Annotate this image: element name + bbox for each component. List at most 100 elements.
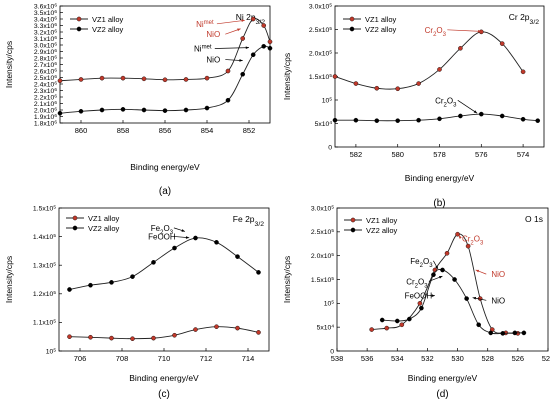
data-point <box>214 324 219 329</box>
annotation-label: NiO <box>206 30 220 39</box>
data-point <box>499 41 505 46</box>
legend-label: VZ1 alloy <box>365 15 397 24</box>
data-point <box>204 105 210 111</box>
y-tick-label: 2.5x106 <box>34 73 57 82</box>
x-axis-label: Binding energy/eV <box>130 162 200 172</box>
annotation-label: NiO <box>491 270 505 279</box>
legend-marker <box>72 215 78 221</box>
y-tick-label: 0 <box>328 144 332 151</box>
x-tick-label: 714 <box>242 354 255 363</box>
data-point <box>78 77 84 82</box>
data-point <box>57 78 63 84</box>
x-tick-label: 860 <box>75 126 88 135</box>
series-line-2 <box>69 237 259 290</box>
y-tick-label: 1.9x106 <box>34 112 57 121</box>
data-point <box>88 334 93 340</box>
data-point <box>395 86 401 92</box>
x-tick-label: 708 <box>116 354 129 363</box>
data-point <box>225 68 231 74</box>
x-tick-label: 852 <box>243 126 256 135</box>
y-tick-label: 5x104 <box>317 323 335 332</box>
data-point <box>235 325 240 331</box>
data-point <box>250 16 256 22</box>
data-point <box>437 116 442 122</box>
data-point <box>193 327 198 332</box>
x-tick-label: 712 <box>200 354 213 363</box>
y-tick-label: 1.5x105 <box>309 72 332 81</box>
data-point <box>455 231 460 237</box>
data-point <box>193 235 198 241</box>
annotation-arrowhead <box>181 229 185 232</box>
annotation-label: Cr2O3 <box>406 277 428 289</box>
panel-label: (a) <box>159 186 171 197</box>
data-point <box>240 36 245 41</box>
y-tick-label: 3.3x106 <box>34 21 57 30</box>
data-point <box>162 108 168 113</box>
annotation-label: Fe2O3 <box>151 224 174 236</box>
panel-label: (c) <box>158 389 170 400</box>
data-point <box>478 111 484 117</box>
y-tick-label: 3.2x106 <box>34 28 57 37</box>
x-tick-label: 710 <box>158 354 171 363</box>
data-point <box>521 330 527 336</box>
data-point <box>476 322 481 328</box>
x-axis-label: Binding energy/eV <box>408 373 478 383</box>
data-point <box>416 81 421 86</box>
x-tick-label: 580 <box>391 150 404 159</box>
data-point <box>465 243 471 249</box>
data-point <box>78 109 84 114</box>
y-axis-label: Intensity/cps <box>4 256 14 303</box>
annotation-label: Cr2O3 <box>462 234 484 246</box>
data-point <box>374 118 380 123</box>
data-point <box>225 97 231 103</box>
x-tick-label: 854 <box>201 126 214 135</box>
y-tick-label: 3.6x106 <box>34 2 57 11</box>
chart-title: Fe 2p3/2 <box>233 214 264 228</box>
annotation-arrowhead <box>185 236 190 239</box>
legend-marker <box>349 16 355 22</box>
y-tick-label: 2.3x106 <box>34 86 57 95</box>
data-point <box>512 330 518 336</box>
data-point <box>464 296 469 301</box>
chart-panel-1: 1.8x1061.9x1062.0x1062.1x1062.2x1062.3x1… <box>4 2 273 197</box>
y-tick-label: 3.5x106 <box>34 8 57 16</box>
data-point <box>240 71 245 77</box>
x-tick-label: 574 <box>517 150 530 159</box>
y-tick-label: 2.5x105 <box>309 25 332 34</box>
annotation-arrow <box>214 47 250 49</box>
data-point <box>267 39 273 45</box>
data-point <box>172 332 177 338</box>
annotation-arrowhead <box>241 19 245 23</box>
annotation-arrowhead <box>439 276 443 279</box>
annotation-label: Cr2O3 <box>425 26 447 38</box>
legend-marker <box>350 227 356 233</box>
data-point <box>520 69 526 75</box>
legend-marker <box>76 26 82 32</box>
annotation-arrow <box>216 19 245 25</box>
data-point <box>99 107 105 113</box>
data-point <box>437 67 442 72</box>
chart-title: O 1s <box>525 214 543 224</box>
y-tick-label: 3.0x106 <box>34 41 57 50</box>
data-point <box>384 325 390 331</box>
x-tick-label: 576 <box>475 150 488 159</box>
y-tick-label: 2.1x106 <box>34 99 57 108</box>
x-axis-label: Binding energy/eV <box>129 373 199 383</box>
y-tick-label: 105 <box>322 96 333 105</box>
data-point <box>67 334 72 340</box>
annotation-arrowhead <box>478 29 482 33</box>
data-point <box>353 117 359 123</box>
series-line-1 <box>69 326 259 340</box>
y-axis-label: Intensity/cps <box>4 41 14 88</box>
data-point <box>67 287 72 292</box>
data-point <box>109 335 114 341</box>
x-axis-label: Binding energy/eV <box>405 173 475 183</box>
data-point <box>499 113 505 119</box>
legend-label: VZ2 alloy <box>88 224 120 233</box>
annotation-label: Nimet <box>194 45 212 54</box>
data-point <box>267 45 273 51</box>
legend-marker <box>349 26 355 32</box>
legend-label: VZ2 alloy <box>92 25 124 34</box>
chart-panel-3: 105 1.1x105 1.2x105 1.3x105 1.4x105 1.5x105 70… <box>4 204 270 400</box>
annotation-label: Nimet <box>196 20 214 29</box>
